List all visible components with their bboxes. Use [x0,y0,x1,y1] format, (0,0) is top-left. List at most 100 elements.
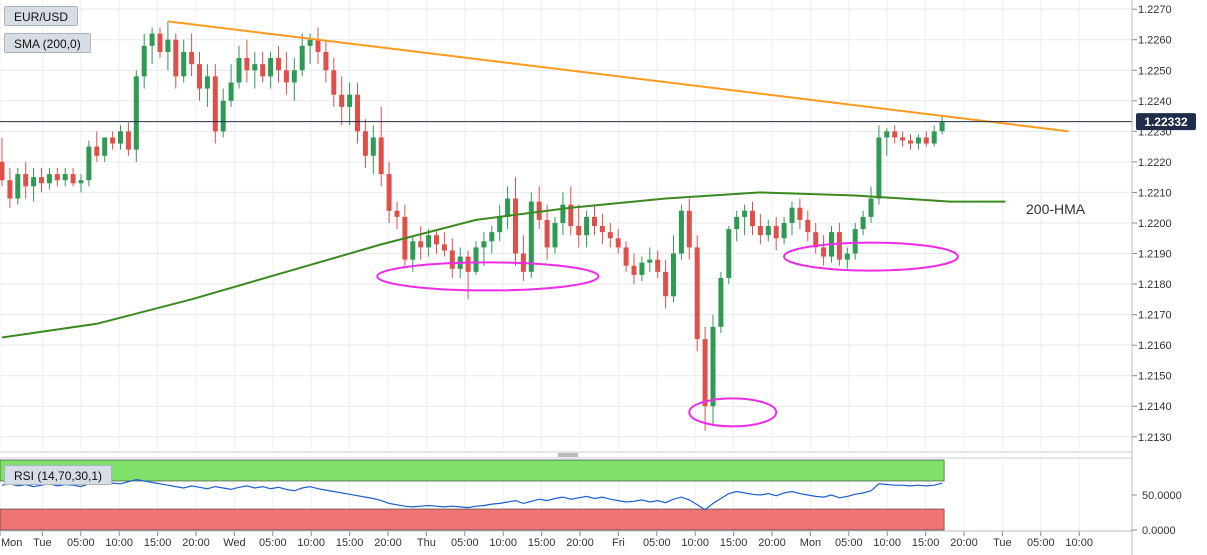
candle-body [710,326,716,407]
candle-body [821,247,827,257]
candle [544,204,550,260]
rsi-line [1,478,943,511]
time-tick-label: 20:00 [566,537,594,549]
candle [781,216,787,245]
hma-200-line [1,191,1006,339]
candle-body [868,198,874,217]
candle-body [734,216,740,230]
candle [655,250,661,278]
candle [181,39,187,83]
price-tick-label: 1.2160 [1138,340,1172,352]
candle-body [394,210,400,217]
candle-body [757,226,763,236]
candle [394,201,400,230]
candle-body [552,222,558,248]
candle [62,167,68,187]
time-tick-label: 05:00 [835,537,863,549]
candle [505,186,511,230]
candle [678,204,684,260]
time-tick-label: 20:00 [374,537,402,549]
time-tick-label: Mon [1,537,22,549]
candle [773,216,779,251]
price-tick-label: 1.2180 [1138,279,1172,291]
candle [663,259,669,309]
candle [473,241,479,275]
time-tick-label: 05:00 [1027,537,1055,549]
candle-body [852,229,858,254]
candle-body [370,137,376,156]
candle-body [908,140,913,144]
candle [7,167,13,208]
time-tick-label: 05:00 [259,537,287,549]
pattern-ellipse [783,241,959,272]
symbol-label[interactable]: EUR/USD [4,6,79,26]
candle-body [560,204,566,223]
candle [513,177,518,266]
candle [844,247,850,269]
candle-body [876,137,882,199]
price-tick-label: 1.2260 [1138,35,1172,47]
time-tick-label: Mon [800,537,821,549]
candle [584,210,590,248]
candle-body [418,241,424,248]
hma-label: 200-HMA [1026,201,1086,217]
candle-body [276,58,281,71]
resistance-trendline [167,20,1069,133]
candle [876,125,882,205]
candle [212,64,218,144]
candle-body [813,232,819,248]
candle [931,125,937,147]
candles [0,21,945,431]
candle [331,58,337,107]
time-tick-label: 10:00 [489,537,517,549]
candle [86,140,92,187]
price-tick-label: 1.2220 [1138,157,1172,169]
candle-body [260,64,266,77]
candle-body [513,198,518,254]
candle [133,70,139,162]
price-tick-label: 1.2130 [1138,432,1172,444]
candle-body [347,94,353,107]
candle [765,219,771,242]
candle [671,235,676,303]
candle [362,119,368,168]
candle-body [197,64,202,89]
candle-body [615,238,621,248]
time-axis[interactable]: Mon Tue 05:00 10:00 15:00 20:00 Wed 05:00 10:00 1… [0,530,1132,549]
candle-body [23,174,29,187]
price-axis[interactable]: 1.2130 1.2140 1.2150 1.2160 1.2170 1.2180 1.21… [1131,0,1172,555]
candle [900,131,906,147]
panel-divider[interactable] [0,451,1132,459]
candle-body [157,33,163,52]
time-tick-label: Tue [33,537,52,549]
candle [615,229,621,254]
candle-body [592,216,597,227]
candle-body [236,58,242,83]
candle [157,27,163,59]
candle [46,167,52,190]
candle [639,256,645,282]
candle [39,167,44,193]
candle [15,167,21,205]
candle [31,167,37,202]
candle [789,201,795,236]
candle [54,167,60,187]
candle-body [299,45,305,71]
time-tick-label: Thu [417,537,436,549]
candle-body [489,232,495,242]
candle [299,33,305,77]
candle-body [355,94,360,132]
candle-body [805,219,811,233]
candle [694,235,700,352]
candle [797,198,803,230]
time-tick-label: Tue [993,537,1012,549]
candle-body [173,39,179,77]
rsi-indicator-label[interactable]: RSI (14,70,30,1) [4,465,113,485]
candle-body [568,204,574,227]
candle [283,51,289,95]
candle [908,134,913,150]
candle [110,131,116,150]
price-tick-label: 1.2200 [1138,218,1172,230]
candle-body [62,174,68,181]
sma-indicator-label[interactable]: SMA (200,0) [4,33,91,53]
